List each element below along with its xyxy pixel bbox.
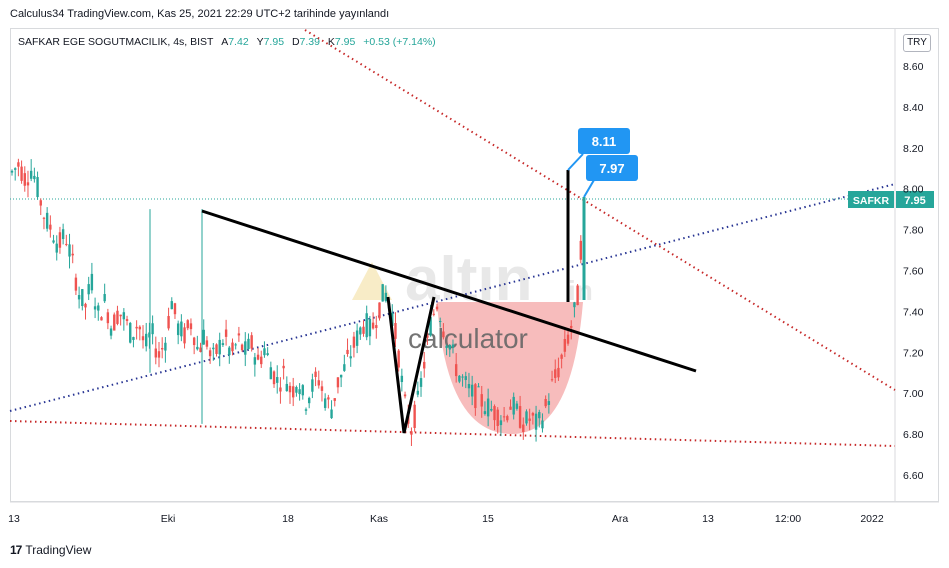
time-tick-label: Ara — [612, 513, 629, 525]
chart-panel[interactable] — [10, 28, 939, 502]
symbol-name: SAFKAR EGE SOGUTMACILIK, 4s, BIST — [18, 36, 214, 48]
close-label: K — [327, 36, 335, 48]
tradingview-footer[interactable]: 17 TradingView — [10, 543, 91, 557]
time-tick-label: 15 — [482, 513, 494, 525]
time-tick-label: 12:00 — [775, 513, 801, 525]
symbol-legend: SAFKAR EGE SOGUTMACILIK, 4s, BIST A7.42 … — [18, 36, 436, 48]
high-value: 7.95 — [263, 36, 285, 48]
time-tick-label: 13 — [8, 513, 20, 525]
time-axis: 13 Eki 18 Kas 15 Ara 13 12:00 2022 — [8, 513, 884, 525]
time-tick-label: 18 — [282, 513, 294, 525]
close-value: 7.95 — [334, 36, 356, 48]
open-label: A — [221, 36, 229, 48]
low-label: D — [291, 36, 300, 48]
tradingview-logo-icon: 17 — [10, 543, 22, 557]
time-tick-label: Eki — [161, 513, 176, 525]
published-info: Calculus34 TradingView.com, Kas 25, 2021… — [10, 8, 390, 20]
change-value: +0.53 (+7.14%) — [363, 36, 436, 48]
time-tick-label: 2022 — [860, 513, 884, 525]
high-label: Y — [256, 36, 264, 48]
open-value: 7.42 — [228, 36, 249, 48]
time-tick-label: 13 — [702, 513, 714, 525]
tradingview-brand: TradingView — [25, 543, 92, 557]
low-value: 7.39 — [299, 36, 320, 48]
time-tick-label: Kas — [370, 513, 388, 525]
currency-button[interactable]: TRY — [903, 34, 931, 52]
